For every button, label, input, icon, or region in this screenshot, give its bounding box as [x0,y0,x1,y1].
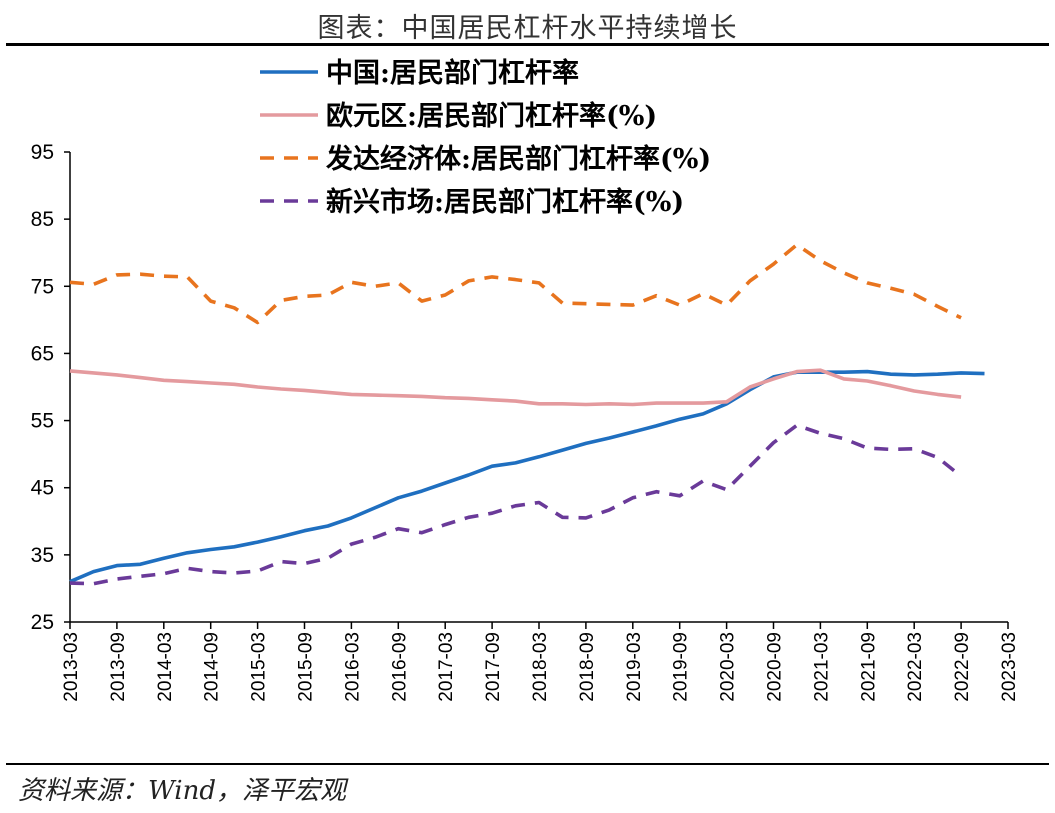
y-tick-label: 25 [31,611,54,634]
chart-title: 图表：中国居民杠杆水平持续增长 [317,13,738,44]
x-tick-label: 2016-09 [389,632,410,702]
source-note: 资料来源：Wind，泽平宏观 [18,776,346,806]
x-tick-label: 2014-03 [155,632,176,702]
x-tick-label: 2020-03 [718,632,739,702]
x-tick-label: 2019-09 [671,632,692,702]
y-tick-label: 85 [31,208,54,231]
y-tick-label: 75 [31,275,54,298]
series-line-2 [69,242,962,325]
chart-axes: 25 35 45 55 65 75 85 95 2013-03 2013-09 2014-03 201… [31,141,1020,702]
x-tick-label: 2013-09 [108,632,129,702]
x-tick-label: 2021-09 [858,632,879,702]
x-tick-label: 2021-03 [811,632,832,702]
y-tick-label: 35 [31,544,54,567]
x-tick-label: 2019-03 [624,632,645,702]
legend-label-3: 新兴市场:居民部门杠杆率(%) [326,186,684,218]
x-tick-label: 2018-09 [577,632,598,702]
x-tick-label: 2013-03 [61,632,82,702]
x-tick-label: 2015-09 [296,632,317,702]
y-tick-label: 95 [31,141,54,164]
y-tick-label: 55 [31,410,54,433]
legend-label-0: 中国:居民部门杠杆率 [326,57,579,89]
top-rule [6,43,1049,46]
x-tick-label: 2017-03 [436,632,457,702]
x-tick-label: 2022-03 [905,632,926,702]
x-tick-label: 2020-09 [765,632,786,702]
series-line-3 [69,423,963,586]
series-line-1 [69,368,962,407]
chart-lines [69,242,985,586]
legend-label-2: 发达经济体:居民部门杠杆率(%) [325,143,711,175]
y-tick-label: 45 [31,477,54,500]
x-tick-label: 2018-03 [530,632,551,702]
x-tick-label: 2017-09 [483,632,504,702]
x-tick-label: 2015-03 [249,632,270,702]
y-tick-label: 65 [31,342,54,365]
line-chart: 25 35 45 55 65 75 85 95 2013-03 2013-09 2014-03 201… [31,57,1020,702]
legend-label-1: 欧元区:居民部门杠杆率(%) [326,100,657,132]
bottom-rule [6,763,1049,765]
x-tick-label: 2023-03 [999,632,1020,702]
series-line-0 [69,369,985,584]
x-tick-label: 2014-09 [202,632,223,702]
x-tick-label: 2022-09 [952,632,973,702]
x-tick-label: 2016-03 [342,632,363,702]
